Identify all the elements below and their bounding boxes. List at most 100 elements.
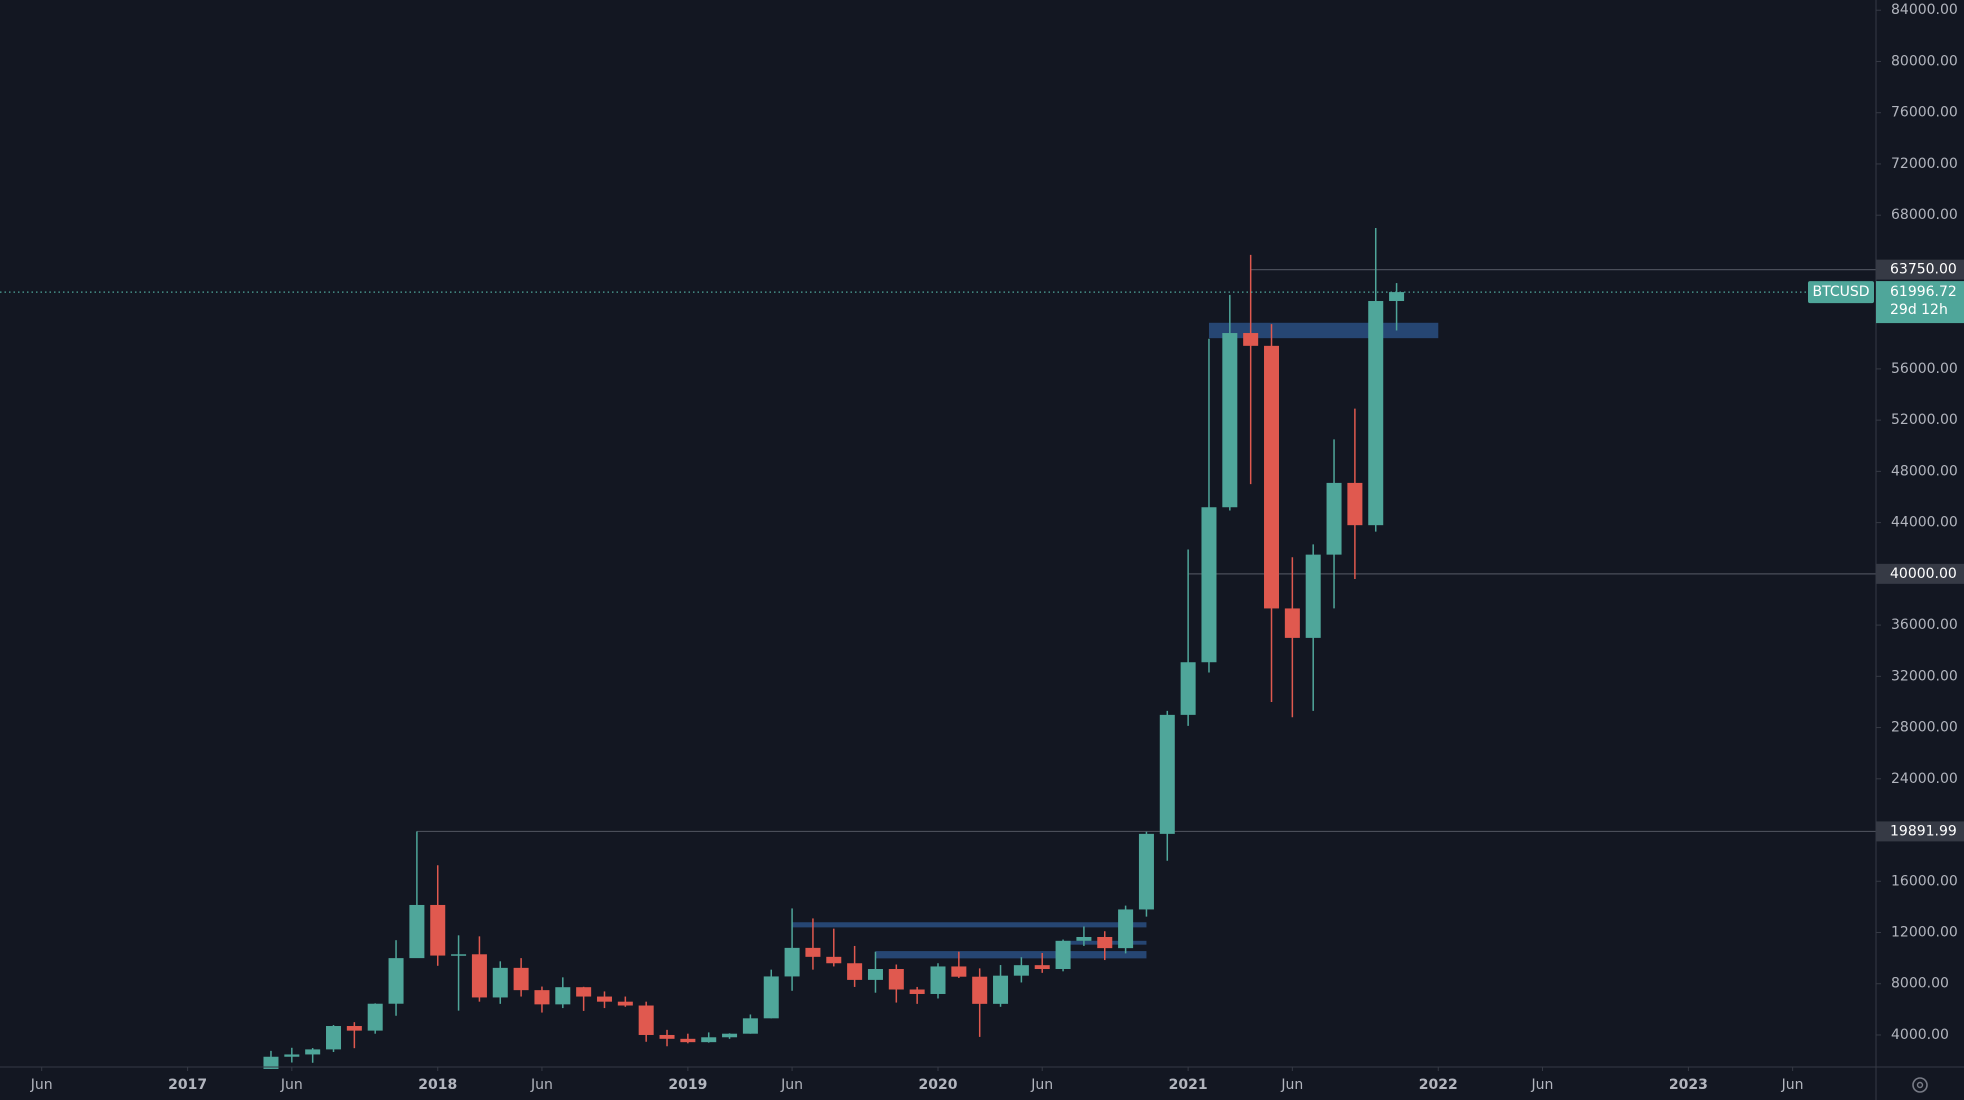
candle-body	[1159, 714, 1175, 834]
y-tick-label: 36000.00	[1891, 617, 1958, 633]
level-label: 19891.99	[1890, 823, 1957, 839]
y-tick-label: 76000.00	[1891, 105, 1958, 121]
settings-icon[interactable]	[1912, 1077, 1928, 1093]
candle-body	[1055, 940, 1071, 970]
x-tick-label: 2022	[1419, 1077, 1458, 1093]
candle-body	[742, 1018, 758, 1034]
candle-body	[1389, 292, 1405, 302]
candle-body	[1326, 482, 1342, 555]
candle-body	[888, 969, 904, 990]
x-tick-label: 2019	[668, 1077, 707, 1093]
candle-body	[534, 990, 550, 1005]
candle-body	[1368, 301, 1384, 526]
x-tick-label: Jun	[1531, 1077, 1554, 1093]
candle-body	[451, 954, 467, 956]
y-tick-label: 56000.00	[1891, 361, 1958, 377]
candle-body	[617, 1001, 633, 1006]
candle-body	[1138, 833, 1154, 910]
candle-body	[596, 996, 612, 1002]
candle-body	[388, 958, 404, 1004]
y-tick-label: 80000.00	[1891, 53, 1958, 69]
candle-body	[951, 966, 967, 977]
candle-body	[867, 969, 883, 980]
x-tick-label: 2017	[168, 1077, 207, 1093]
candle-body	[659, 1034, 675, 1039]
candle-body	[430, 904, 446, 956]
candle-body	[722, 1033, 738, 1038]
level-badge	[1876, 563, 1964, 584]
candle-body	[1305, 554, 1321, 638]
candle-body	[346, 1026, 362, 1031]
x-tick-label: Jun	[280, 1077, 303, 1093]
y-tick-label: 16000.00	[1891, 873, 1958, 889]
y-tick-label: 32000.00	[1891, 668, 1958, 684]
candle-body	[555, 987, 571, 1005]
y-tick-label: 52000.00	[1891, 412, 1958, 428]
x-tick-label: Jun	[780, 1077, 803, 1093]
x-tick-label: Jun	[1781, 1077, 1804, 1093]
level-badge	[1876, 259, 1964, 280]
level-badge	[1876, 821, 1964, 842]
candle-body	[1034, 965, 1050, 970]
candle-body	[263, 1056, 279, 1069]
x-tick-label: Jun	[1030, 1077, 1053, 1093]
candle-body	[763, 976, 779, 1019]
y-tick-label: 44000.00	[1891, 515, 1958, 531]
x-tick-label: Jun	[1280, 1077, 1303, 1093]
y-tick-label: 28000.00	[1891, 720, 1958, 736]
countdown-label: 29d 12h	[1890, 302, 1948, 318]
y-tick-label: 84000.00	[1891, 2, 1958, 18]
x-tick-label: 2021	[1169, 1077, 1208, 1093]
x-tick-label: 2023	[1669, 1077, 1708, 1093]
candle-body	[326, 1026, 342, 1050]
candle-body	[784, 947, 800, 977]
symbol-label: BTCUSD	[1812, 284, 1869, 300]
candle-body	[701, 1037, 717, 1043]
y-tick-label: 48000.00	[1891, 463, 1958, 479]
y-tick-label: 12000.00	[1891, 925, 1958, 941]
level-label: 40000.00	[1890, 566, 1957, 582]
candle-body	[993, 975, 1009, 1004]
y-tick-label: 8000.00	[1891, 976, 1949, 992]
x-tick-label: 2018	[418, 1077, 457, 1093]
candle-body	[1076, 936, 1092, 941]
candle-body	[930, 966, 946, 994]
candle-body	[471, 954, 487, 998]
y-tick-label: 4000.00	[1891, 1027, 1949, 1043]
y-tick-label: 24000.00	[1891, 771, 1958, 787]
candle-body	[1243, 333, 1259, 346]
last-price-badge	[1876, 281, 1964, 324]
candle-body	[576, 987, 592, 997]
candle-body	[284, 1054, 300, 1057]
candle-body	[1097, 936, 1113, 949]
candle-body	[1222, 333, 1238, 508]
candle-body	[1201, 507, 1217, 663]
x-tick-label: 2020	[919, 1077, 958, 1093]
candle-body	[972, 976, 988, 1004]
y-tick-label: 72000.00	[1891, 156, 1958, 172]
candle-body	[367, 1003, 383, 1031]
candle-body	[1180, 662, 1196, 715]
x-tick-label: Jun	[530, 1077, 553, 1093]
candle-body	[1118, 909, 1134, 949]
candle-body	[1347, 482, 1363, 526]
candle-body	[492, 967, 508, 998]
last-price-label: 61996.72	[1890, 284, 1957, 300]
x-tick-label: Jun	[30, 1077, 53, 1093]
y-tick-label: 68000.00	[1891, 207, 1958, 223]
plot	[0, 228, 1876, 1069]
candle-body	[805, 947, 821, 957]
candle-body	[680, 1038, 696, 1043]
level-label: 63750.00	[1890, 262, 1957, 278]
candle-body	[305, 1049, 321, 1055]
zone	[792, 922, 1147, 928]
candle-body	[513, 967, 529, 991]
candle-body	[1284, 608, 1300, 638]
candle-body	[409, 904, 425, 959]
candle-body	[638, 1005, 654, 1035]
symbol-badge	[1808, 281, 1874, 304]
candle-body	[909, 989, 925, 994]
